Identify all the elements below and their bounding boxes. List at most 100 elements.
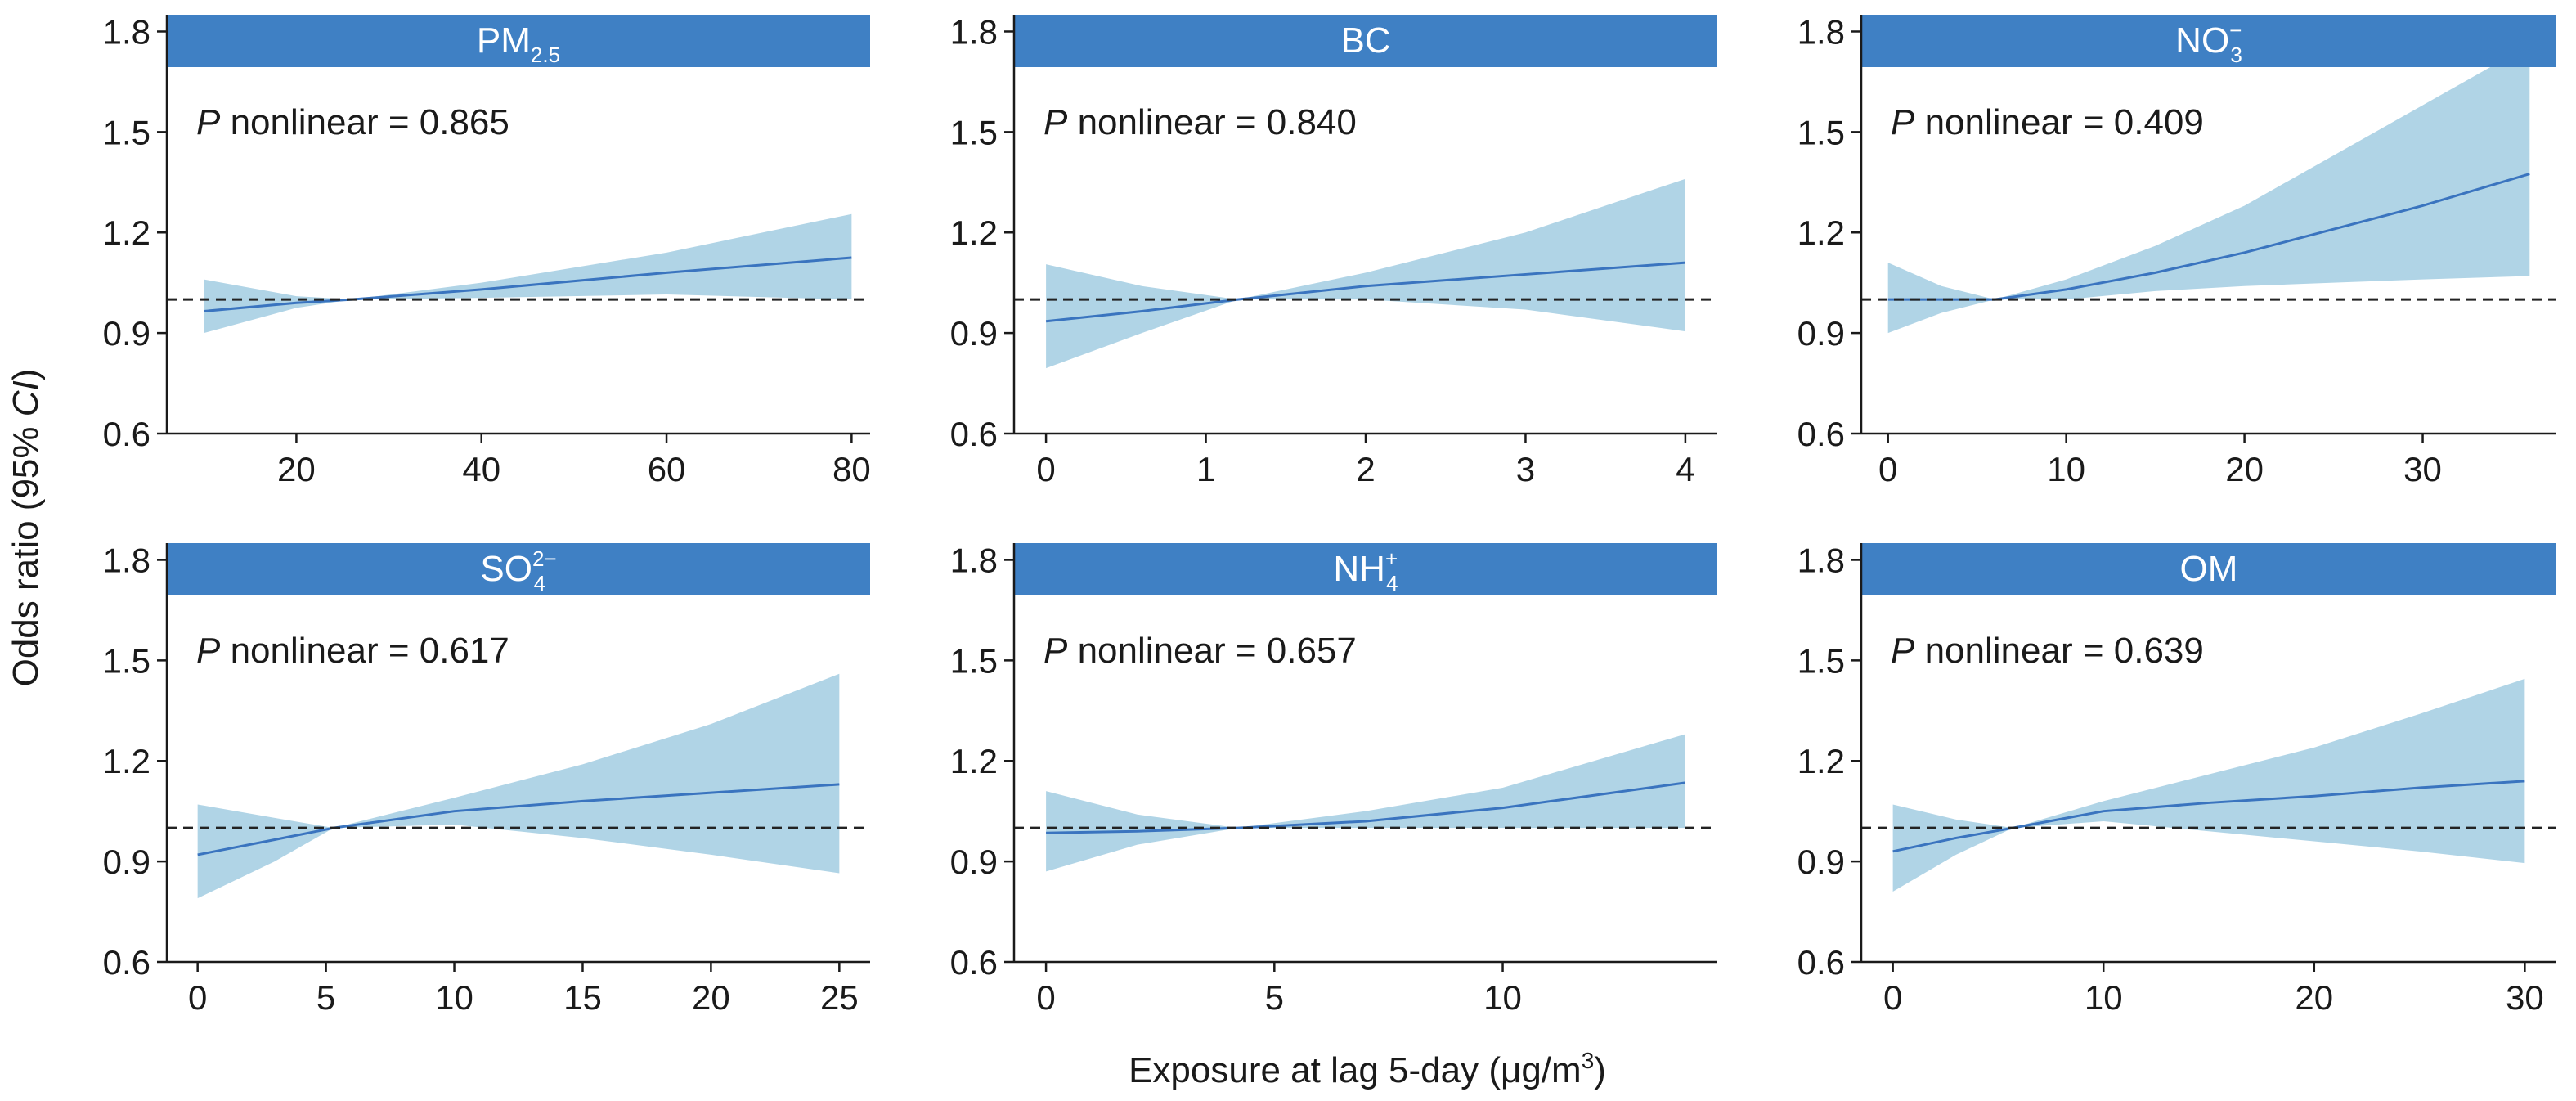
odds-ratio-line [1046,781,1686,834]
p-nonlinear-annotation: P nonlinear = 0.639 [1891,631,2204,671]
strip-label-sup: − [2229,18,2242,43]
y-tick-label: 1.2 [103,213,150,252]
strip-label-sub: 2.5 [531,43,560,67]
x-tick-label: 10 [435,978,473,1017]
y-tick-label: 1.8 [950,541,998,579]
x-tick-label: 30 [2403,450,2442,488]
odds-ratio-line [204,256,852,312]
y-tick-label: 1.5 [950,113,998,151]
p-value-text: nonlinear = 0.865 [220,102,509,142]
y-tick-label: 1.8 [950,12,998,51]
strip-label: OM [2180,549,2238,589]
x-tick-label: 10 [2047,450,2085,488]
p-value-text: nonlinear = 0.409 [1914,102,2204,142]
x-axis-title-prefix: Exposure at lag 5-day (μg/m [1129,1050,1582,1090]
odds-ratio-line [1892,780,2525,853]
strip-label: PM2.5 [477,20,560,67]
x-tick-label: 40 [462,450,500,488]
p-value-text: nonlinear = 0.840 [1067,102,1357,142]
y-tick-label: 1.2 [950,742,998,780]
x-tick-label: 0 [1036,978,1055,1017]
strip-label: BC [1340,20,1390,61]
y-tick-label: 0.6 [950,415,998,453]
x-tick-label: 10 [1483,978,1522,1017]
x-tick-label: 30 [2506,978,2544,1017]
y-tick-label: 0.9 [950,314,998,353]
strip-label-main: NH [1333,549,1385,589]
y-tick-label: 1.5 [103,113,150,151]
y-tick-label: 1.8 [103,541,150,579]
strip-label-main: BC [1340,20,1390,61]
y-tick-label: 1.2 [1797,213,1845,252]
p-symbol: P [196,102,221,142]
y-tick-label: 0.6 [103,415,150,453]
x-axis-title-superscript: 3 [1582,1048,1595,1073]
y-tick-label: 0.9 [103,314,150,353]
y-tick-label: 0.9 [103,843,150,881]
p-value-text: nonlinear = 0.617 [220,631,509,671]
p-value-text: nonlinear = 0.657 [1067,631,1357,671]
strip-label-sub: 3 [2230,43,2242,67]
strip-label: SO2− 4 [480,546,556,595]
p-nonlinear-annotation: P nonlinear = 0.865 [196,102,509,142]
strip-label-sup: 2− [532,546,557,571]
y-axis-title-prefix: Odds ratio (95% [6,416,46,686]
x-tick-label: 0 [1878,450,1897,488]
x-tick-label: 0 [188,978,207,1017]
panel-4: SO2− 4 0.6 0.9 1.2 1.5 1.8 0 5 10 15 20 25 P nonlinea… [103,541,870,1017]
odds-ratio-line [1045,261,1686,323]
strip-label-sup: + [1385,546,1398,571]
y-tick-label: 1.5 [950,641,998,680]
x-tick-label: 20 [2295,978,2333,1017]
y-tick-label: 1.5 [1797,113,1845,151]
ci-band [1892,678,2525,892]
y-tick-label: 0.6 [1797,415,1845,453]
x-axis-title-suffix: ) [1594,1050,1606,1090]
strip-label-sub: 4 [534,571,545,595]
x-tick-label: 3 [1516,450,1535,488]
strip-header [167,543,870,595]
y-tick-label: 0.9 [1797,843,1845,881]
panel-1: PM2.5 0.6 0.9 1.2 1.5 1.8 20 40 60 80 P nonlinear … [103,12,871,488]
y-tick-label: 1.5 [1797,641,1845,680]
x-tick-label: 4 [1676,450,1694,488]
strip-label: NH+ 4 [1333,546,1398,595]
p-value-text: nonlinear = 0.639 [1914,631,2204,671]
ci-band [1887,44,2530,334]
odds-ratio-line [197,783,840,856]
x-tick-label: 15 [563,978,602,1017]
x-tick-label: 5 [1265,978,1284,1017]
p-symbol: P [1891,102,1915,142]
odds-ratio-line [1887,173,2530,301]
strip-label-main: PM [477,20,531,61]
y-tick-label: 0.6 [1797,943,1845,982]
p-symbol: P [1043,102,1068,142]
panel-2: BC 0.6 0.9 1.2 1.5 1.8 0 1 2 3 4 P nonlinear = 0.84… [950,12,1717,488]
panel-5: NH+ 4 0.6 0.9 1.2 1.5 1.8 0 5 10 P nonlinear = 0.6… [950,541,1717,1017]
x-tick-label: 0 [1883,978,1902,1017]
panels-grid: PM2.50.60.91.21.51.820 40 60 80P nonlinear … [103,12,2556,1017]
y-axis-title: Odds ratio (95% CI) [6,369,46,687]
x-tick-label: 0 [1036,450,1055,488]
ci-band [1046,734,1685,872]
y-tick-label: 0.9 [1797,314,1845,353]
y-tick-label: 0.6 [103,943,150,982]
y-tick-label: 0.6 [950,943,998,982]
p-nonlinear-annotation: P nonlinear = 0.657 [1043,631,1357,671]
x-tick-label: 10 [2085,978,2123,1017]
x-tick-label: 25 [820,978,859,1017]
x-tick-label: 80 [832,450,871,488]
x-tick-label: 5 [316,978,335,1017]
x-tick-label: 20 [2225,450,2264,488]
y-tick-label: 1.2 [950,213,998,252]
y-tick-label: 1.8 [1797,541,1845,579]
y-axis-title-suffix: ) [6,369,46,381]
y-tick-label: 1.8 [1797,12,1845,51]
x-tick-label: 1 [1196,450,1215,488]
x-tick-label: 2 [1356,450,1375,488]
ci-band [204,213,852,334]
x-tick-label: 20 [277,450,316,488]
strip-label-main: SO [480,549,532,589]
strip-header [1861,15,2556,67]
